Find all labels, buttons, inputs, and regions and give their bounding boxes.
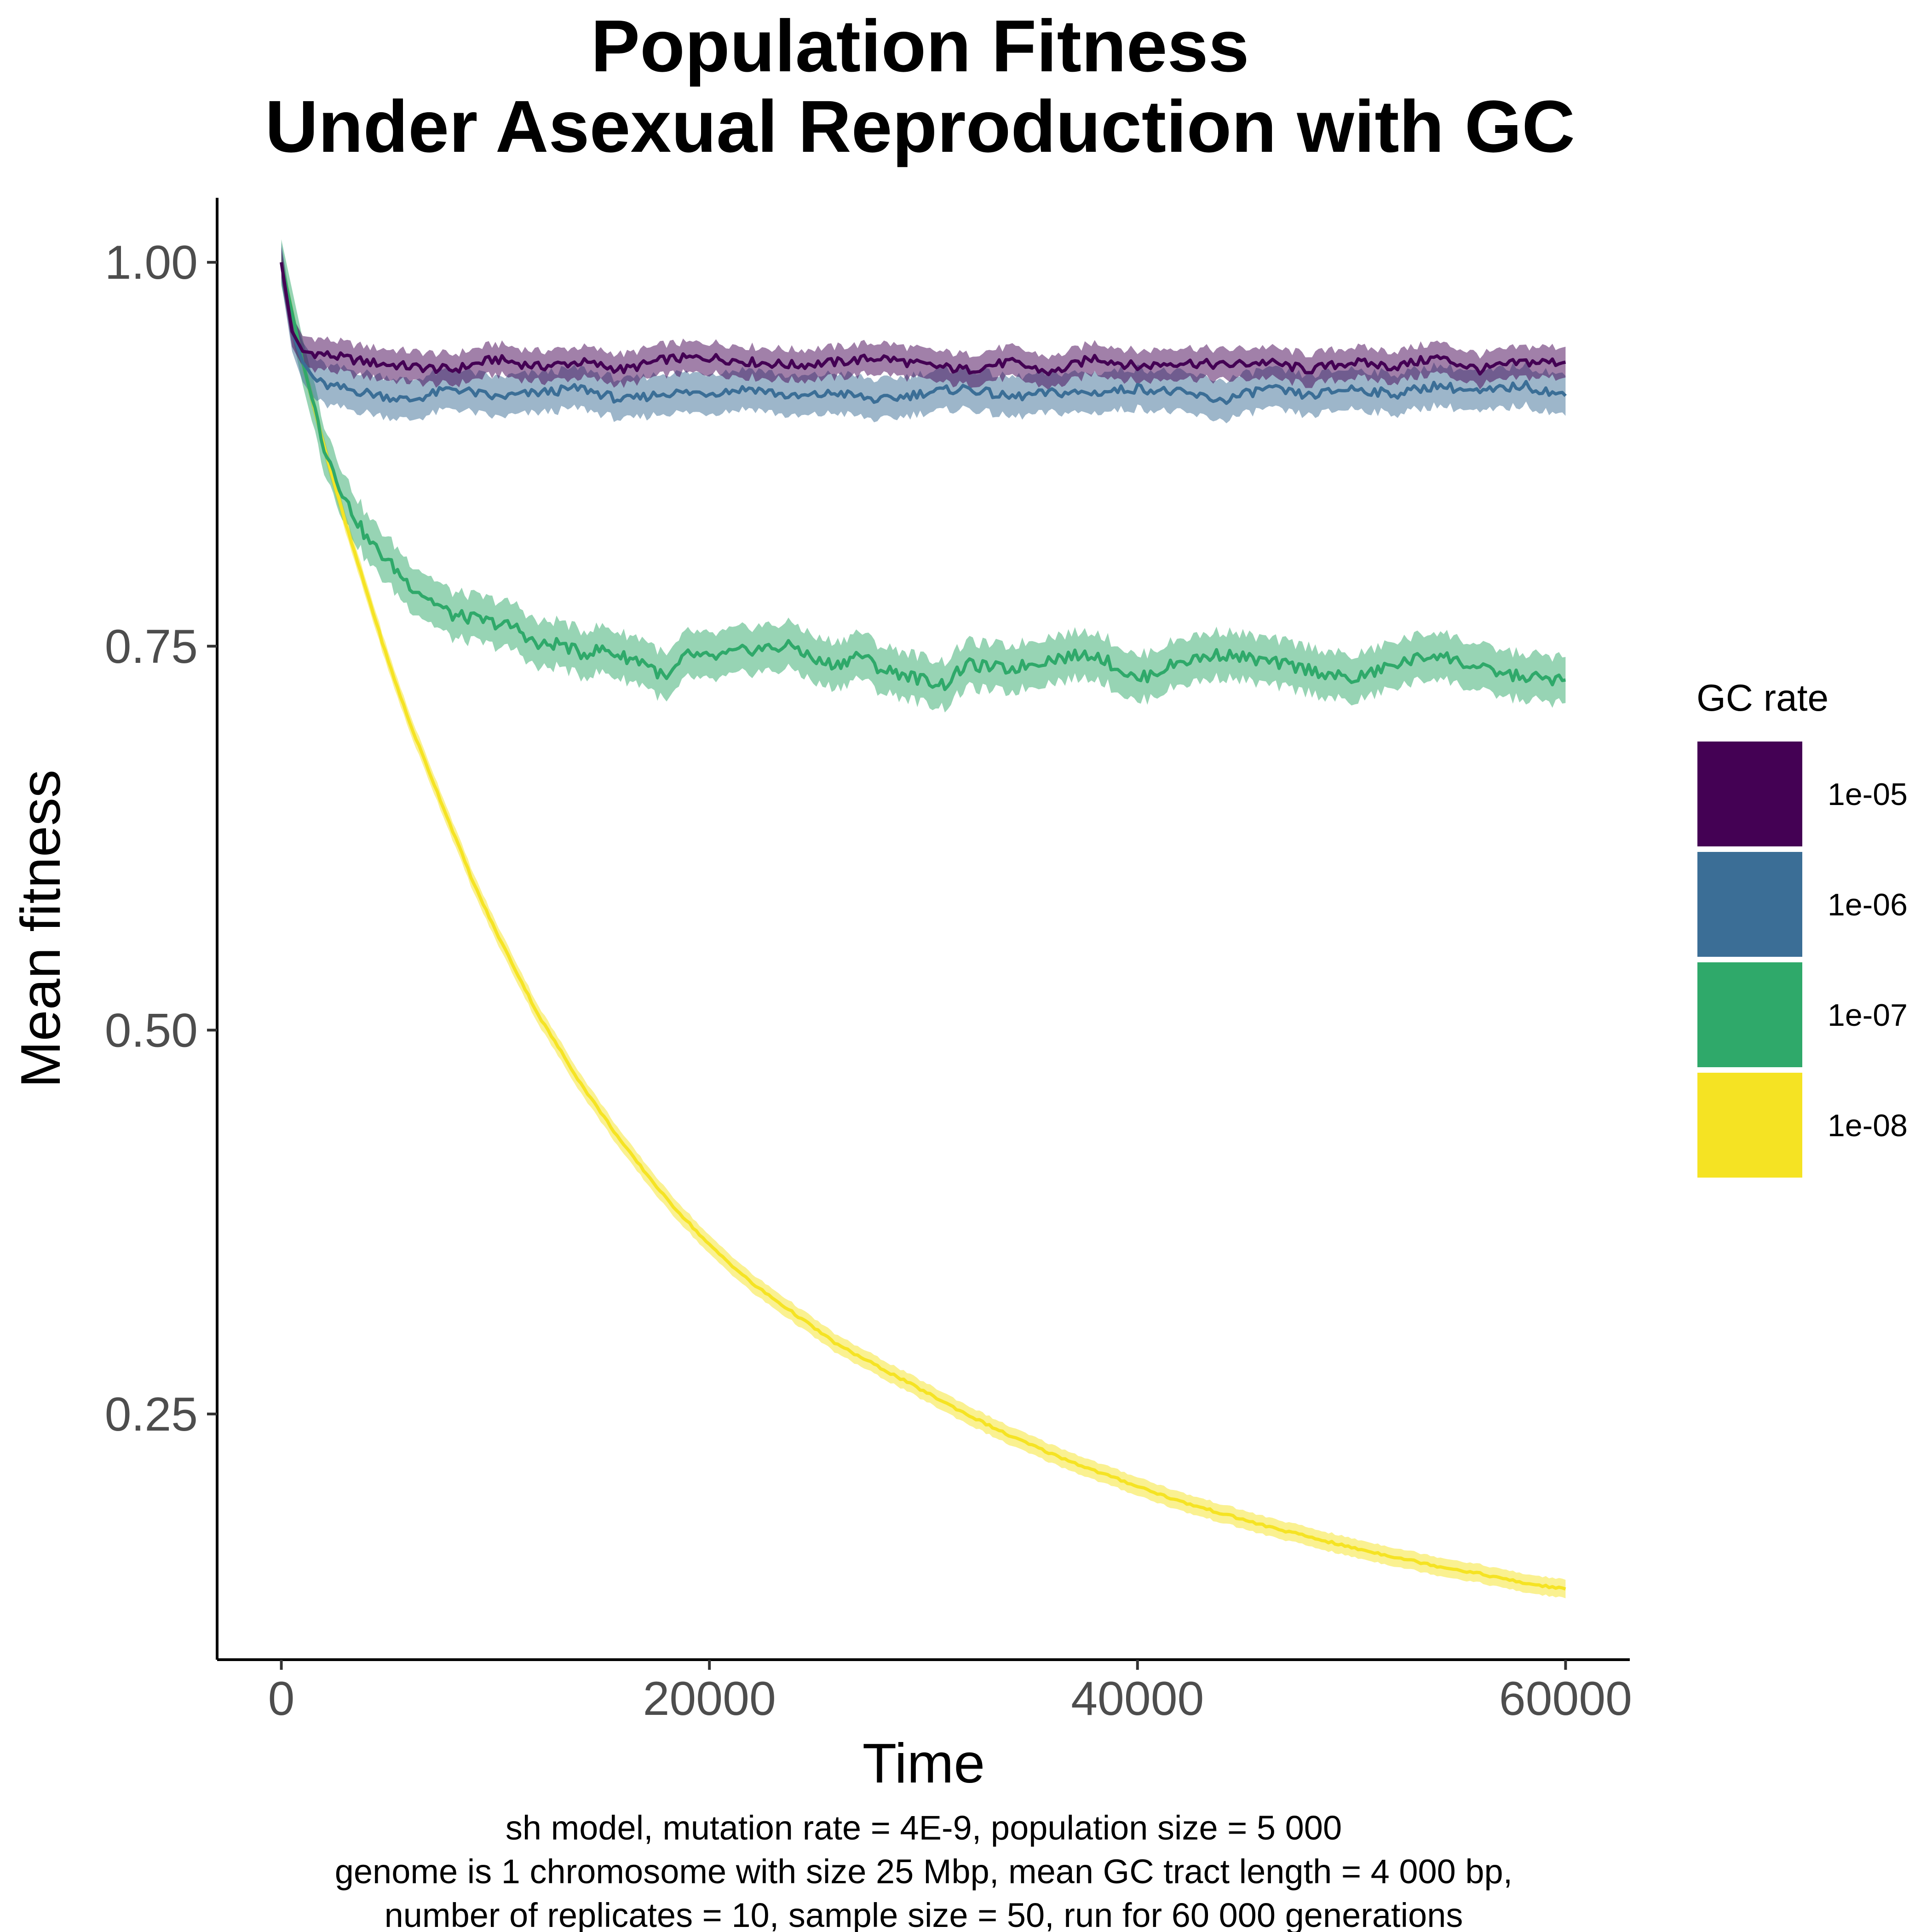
x-axis-title: Time [862, 1732, 985, 1794]
y-tick-label: 0.75 [105, 620, 198, 673]
chart-title-line-2: Under Asexual Reproduction with GC [265, 85, 1575, 167]
y-axis-title: Mean fitness [9, 770, 72, 1088]
ribbon-1e-08 [281, 253, 1566, 1598]
series-line-1e-05 [280, 262, 1566, 376]
caption-line-2: genome is 1 chromosome with size 25 Mbp,… [335, 1852, 1512, 1891]
legend-label-1e-05: 1e-05 [1828, 777, 1908, 812]
y-tick-label: 0.25 [105, 1388, 198, 1441]
legend-label-1e-07: 1e-07 [1828, 998, 1908, 1033]
legend-label-1e-06: 1e-06 [1828, 887, 1908, 922]
x-tick-label: 0 [268, 1672, 295, 1725]
series-line-1e-07 [280, 262, 1566, 691]
y-tick-label: 0.50 [105, 1004, 198, 1057]
caption-line-3: number of replicates = 10, sample size =… [385, 1896, 1463, 1932]
ribbon-1e-05 [281, 247, 1566, 390]
caption-line-1: sh model, mutation rate = 4E-9, populati… [506, 1809, 1342, 1847]
legend-key-1e-07 [1697, 962, 1802, 1067]
legend: GC rate 1e-05 1e-06 1e-07 1e-08 [1696, 677, 1908, 1178]
x-tick-label: 20000 [643, 1672, 776, 1725]
x-tick-label: 40000 [1071, 1672, 1204, 1725]
x-axis-ticks: 0 20000 40000 60000 [268, 1660, 1632, 1725]
legend-key-1e-08 [1697, 1073, 1802, 1178]
y-axis-ticks: 0.25 0.50 0.75 1.00 [105, 236, 217, 1441]
legend-title: GC rate [1696, 677, 1828, 719]
legend-key-1e-06 [1697, 852, 1802, 957]
x-tick-label: 60000 [1499, 1672, 1632, 1725]
legend-key-1e-05 [1697, 742, 1802, 846]
series-line-1e-08 [280, 262, 1566, 1591]
series-lines [280, 262, 1567, 1591]
y-tick-label: 1.00 [105, 236, 198, 289]
chart-title-line-1: Population Fitness [591, 5, 1249, 87]
ribbon-1e-07 [281, 239, 1566, 713]
legend-label-1e-08: 1e-08 [1828, 1108, 1908, 1143]
confidence-ribbons [281, 239, 1566, 1598]
series-line-1e-06 [280, 262, 1567, 405]
